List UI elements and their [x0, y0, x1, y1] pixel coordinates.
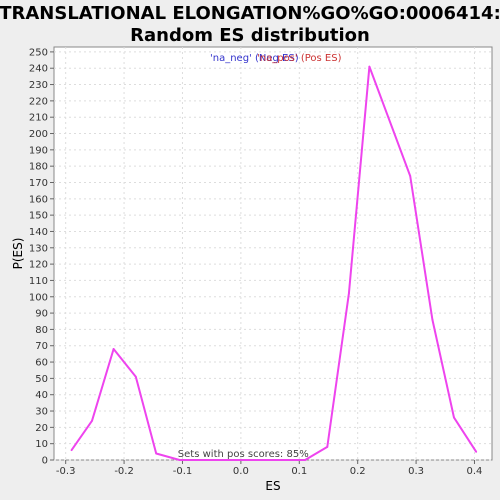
y-tick-label: 40 [35, 390, 48, 401]
x-tick-label: 0.0 [233, 466, 249, 477]
y-axis-label: P(ES) [11, 238, 25, 270]
y-tick-label: 180 [29, 162, 48, 173]
y-tick-label: 230 [29, 80, 48, 91]
pos-scores-annotation: Sets with pos scores: 85% [178, 449, 309, 460]
x-tick-label: -0.2 [114, 466, 134, 477]
data-point [199, 459, 201, 461]
x-axis-label: ES [265, 479, 280, 493]
data-point [326, 446, 329, 448]
y-tick-label: 70 [35, 341, 48, 352]
x-tick-label: 0.2 [350, 466, 366, 477]
x-axis: -0.3 -0.2 -0.1 0.0 0.1 0.2 0.3 0.4 [56, 460, 483, 477]
y-tick-label: 200 [29, 129, 48, 140]
chart-title-line: TRANSLATIONAL ELONGATION%GO%GO:0006414: [0, 3, 500, 24]
legend-entry: 'na_pos' (Pos ES) [257, 53, 342, 64]
y-tick-label: 190 [29, 145, 48, 156]
y-tick-label: 250 [29, 47, 48, 58]
data-point [178, 459, 181, 461]
annotations: Sets with pos scores: 85% [178, 449, 309, 460]
y-tick-label: 10 [35, 439, 48, 450]
y-tick-label: 20 [35, 423, 48, 434]
y-tick-label: 110 [29, 276, 48, 287]
data-point [70, 449, 73, 452]
y-tick-label: 120 [29, 260, 48, 271]
y-axis: 0 10 20 30 40 50 60 70 80 90 100 110 120 130 140 150 160… [29, 47, 54, 467]
y-tick-label: 0 [42, 456, 48, 467]
y-tick-label: 220 [29, 96, 48, 107]
y-tick-label: 90 [35, 309, 48, 320]
x-tick-label: 0.1 [291, 466, 307, 477]
grid-lines [54, 47, 492, 461]
data-point [475, 450, 478, 453]
legend-entry: 'na_neg' (Neg ES) [210, 53, 299, 64]
plot-area [53, 46, 493, 461]
x-tick-label: 0.3 [408, 466, 424, 477]
data-point [304, 459, 307, 461]
data-point [112, 348, 115, 350]
y-tick-label: 50 [35, 374, 48, 385]
data-point [409, 175, 412, 177]
chart-title-line: Random ES distribution [130, 25, 370, 46]
legend: 'na_neg' (Neg ES)'na_pos' (Pos ES) [210, 53, 342, 64]
x-tick-label: 0.4 [467, 466, 483, 477]
y-tick-label: 130 [29, 243, 48, 254]
y-tick-label: 150 [29, 211, 48, 222]
series-group [70, 65, 478, 461]
y-tick-label: 140 [29, 227, 48, 238]
y-tick-label: 30 [35, 407, 48, 418]
x-tick-label: -0.1 [173, 466, 193, 477]
data-point [134, 375, 137, 378]
data-point [239, 459, 242, 461]
y-tick-label: 210 [29, 113, 48, 124]
chart-title: TRANSLATIONAL ELONGATION%GO%GO:0006414:R… [0, 3, 500, 46]
y-tick-label: 240 [29, 64, 48, 75]
y-tick-label: 100 [29, 292, 48, 303]
y-tick-label: 80 [35, 325, 48, 336]
data-point [91, 419, 93, 422]
y-tick-label: 60 [35, 358, 48, 369]
data-point [348, 292, 350, 295]
data-point [368, 65, 371, 68]
data-point [280, 459, 283, 461]
data-point [431, 318, 434, 321]
y-tick-label: 160 [29, 194, 48, 205]
data-point [453, 416, 455, 419]
x-tick-label: -0.3 [56, 466, 76, 477]
data-point [155, 452, 158, 455]
y-tick-label: 170 [29, 178, 48, 189]
